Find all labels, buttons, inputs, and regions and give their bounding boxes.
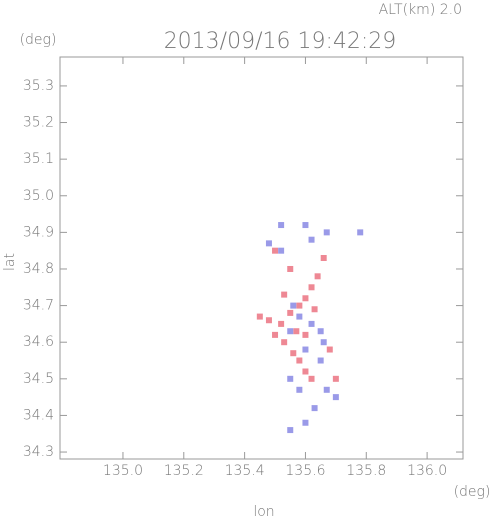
y-tick-label: 34.9 [23, 224, 54, 240]
point [293, 328, 300, 335]
point [320, 255, 327, 261]
point [308, 284, 315, 291]
x-tick-label: 135.4 [225, 463, 265, 479]
point [278, 247, 285, 254]
subtitle: ALT(km) 2.0 [379, 2, 462, 18]
point [296, 357, 303, 364]
point [311, 306, 318, 313]
point [296, 386, 303, 393]
x-tick-label: 135.8 [346, 463, 386, 479]
point [317, 357, 324, 364]
y-axis-label: lat [2, 253, 18, 271]
point [272, 331, 279, 338]
point [302, 346, 309, 353]
x-tick-label: 135.2 [164, 463, 204, 479]
point [290, 302, 297, 309]
point [332, 375, 339, 382]
point [278, 320, 285, 327]
point [314, 273, 321, 280]
y-tick-label: 34.4 [23, 407, 54, 423]
x-tick-label: 135.6 [285, 463, 325, 479]
y-tick-label: 35.0 [23, 188, 54, 204]
point [256, 313, 263, 320]
point [323, 386, 330, 393]
point [320, 339, 327, 346]
point [317, 328, 324, 335]
point [278, 222, 285, 229]
point [323, 229, 330, 236]
point [311, 405, 318, 412]
point [287, 328, 294, 335]
chart-title: 2013/09/16 19:42:29 [164, 29, 397, 54]
point [296, 302, 303, 309]
point [290, 350, 297, 357]
point [302, 331, 309, 338]
y-tick-label: 34.5 [23, 371, 54, 387]
x-tick-label: 135.0 [103, 463, 143, 479]
point [287, 309, 294, 316]
point [308, 236, 315, 243]
point [308, 375, 315, 382]
y-tick-label: 34.7 [23, 298, 54, 314]
plot-frame [59, 56, 464, 460]
y-tick-label: 35.1 [23, 151, 54, 167]
x-tick-label: 136.0 [407, 463, 447, 479]
point [302, 295, 309, 302]
point [302, 419, 309, 426]
point [281, 339, 288, 346]
point [296, 313, 303, 320]
y-tick-label: 34.6 [23, 334, 54, 350]
x-unit: (deg) [454, 484, 491, 500]
y-tick-label: 34.8 [23, 261, 54, 277]
y-tick-label: 35.2 [23, 115, 54, 131]
point [281, 291, 288, 298]
point [357, 229, 364, 236]
point [326, 346, 333, 353]
point [287, 265, 294, 272]
point [265, 240, 272, 247]
point [265, 317, 272, 324]
point [287, 427, 294, 434]
x-axis-label: lon [253, 504, 274, 520]
point [272, 247, 279, 254]
y-tick-label: 34.3 [23, 444, 54, 460]
y-unit: (deg) [20, 32, 57, 48]
point [302, 222, 309, 229]
point [332, 394, 339, 401]
point [308, 320, 315, 327]
point [287, 375, 294, 382]
y-tick-label: 35.3 [23, 78, 54, 94]
point [302, 368, 309, 375]
